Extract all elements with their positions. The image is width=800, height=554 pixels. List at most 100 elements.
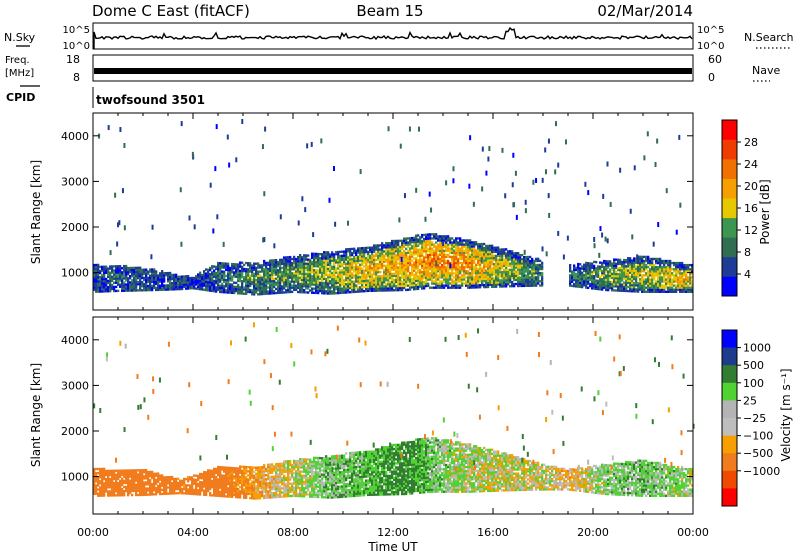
echo-cell xyxy=(613,268,616,272)
echo-cell xyxy=(335,269,338,272)
echo-cell xyxy=(527,278,530,281)
echo-cell xyxy=(381,281,384,284)
echo-cell xyxy=(257,284,260,288)
echo-cell xyxy=(413,277,416,281)
echo-cell xyxy=(601,278,604,281)
echo-cell xyxy=(287,262,290,265)
scatter-echo xyxy=(504,193,507,199)
echo-cell xyxy=(459,268,462,271)
echo-cell xyxy=(521,266,524,269)
echo-cell xyxy=(235,289,238,293)
echo-cell xyxy=(127,493,130,497)
echo-cell xyxy=(439,280,442,283)
echo-cell xyxy=(139,481,142,484)
echo-cell xyxy=(447,245,450,248)
echo-cell xyxy=(103,279,106,283)
echo-cell xyxy=(141,479,144,482)
echo-cell xyxy=(443,235,446,238)
echo-cell xyxy=(613,264,616,267)
echo-cell xyxy=(175,288,178,291)
echo-cell xyxy=(137,475,140,478)
echo-cell xyxy=(421,258,424,261)
echo-cell xyxy=(491,273,494,276)
echo-cell xyxy=(103,288,106,291)
echo-cell xyxy=(307,285,310,288)
echo-cell xyxy=(451,274,454,277)
echo-cell xyxy=(111,271,114,274)
echo-cell xyxy=(405,253,408,257)
echo-cell xyxy=(375,252,378,255)
echo-cell xyxy=(443,249,446,252)
echo-cell xyxy=(647,259,650,263)
colorbar-swatch xyxy=(722,256,737,277)
echo-cell xyxy=(397,256,400,259)
echo-cell xyxy=(591,272,594,276)
echo-cell xyxy=(437,268,440,271)
echo-cell xyxy=(211,277,214,280)
echo-cell xyxy=(217,276,220,279)
echo-cell xyxy=(459,239,462,242)
echo-cell xyxy=(277,260,280,264)
echo-cell xyxy=(471,280,474,283)
echo-cell xyxy=(467,245,470,248)
echo-cell xyxy=(131,483,134,486)
echo-cell xyxy=(537,269,540,273)
echo-cell xyxy=(407,270,410,273)
echo-cell xyxy=(397,249,400,253)
echo-cell xyxy=(347,250,350,253)
echo-cell xyxy=(297,290,300,294)
echo-cell xyxy=(271,261,274,264)
echo-cell xyxy=(445,243,448,246)
echo-cell xyxy=(541,280,544,283)
echo-cell xyxy=(311,262,314,266)
echo-cell xyxy=(283,287,286,290)
echo-cell xyxy=(439,239,442,242)
echo-cell xyxy=(359,271,362,275)
echo-cell xyxy=(647,261,650,265)
echo-cell xyxy=(365,257,368,260)
echo-cell xyxy=(405,276,408,279)
echo-cell xyxy=(435,268,438,271)
echo-cell xyxy=(301,289,304,292)
echo-cell xyxy=(613,283,616,286)
echo-cell xyxy=(255,291,258,294)
echo-cell xyxy=(333,271,336,275)
echo-cell xyxy=(369,283,372,286)
echo-cell xyxy=(297,270,300,273)
echo-cell xyxy=(489,246,492,250)
echo-cell xyxy=(599,275,602,279)
echo-cell xyxy=(675,265,678,269)
echo-cell xyxy=(463,245,466,248)
echo-cell xyxy=(109,283,112,287)
echo-cell xyxy=(151,278,154,281)
echo-cell xyxy=(325,281,328,285)
echo-cell xyxy=(345,283,348,286)
echo-cell xyxy=(609,276,612,280)
echo-cell xyxy=(479,255,482,258)
echo-cell xyxy=(347,285,350,288)
echo-cell xyxy=(169,286,172,289)
echo-cell xyxy=(371,275,374,278)
echo-cell xyxy=(95,265,98,269)
echo-cell xyxy=(399,286,402,290)
echo-cell xyxy=(635,261,638,264)
echo-cell xyxy=(277,289,280,293)
echo-cell xyxy=(381,250,384,253)
echo-cell xyxy=(327,269,330,273)
echo-cell xyxy=(591,281,594,284)
echo-cell xyxy=(377,256,380,259)
echo-cell xyxy=(149,276,152,279)
echo-cell xyxy=(307,264,310,268)
echo-cell xyxy=(527,274,530,277)
echo-cell xyxy=(281,262,284,266)
echo-cell xyxy=(339,254,342,258)
echo-cell xyxy=(161,288,164,291)
echo-cell xyxy=(593,268,596,272)
echo-cell xyxy=(429,261,432,265)
echo-cell xyxy=(419,279,422,282)
echo-cell xyxy=(223,280,226,284)
echo-cell xyxy=(615,276,618,280)
echo-cell xyxy=(427,249,430,253)
echo-cell xyxy=(645,278,648,281)
echo-cell xyxy=(163,286,166,289)
